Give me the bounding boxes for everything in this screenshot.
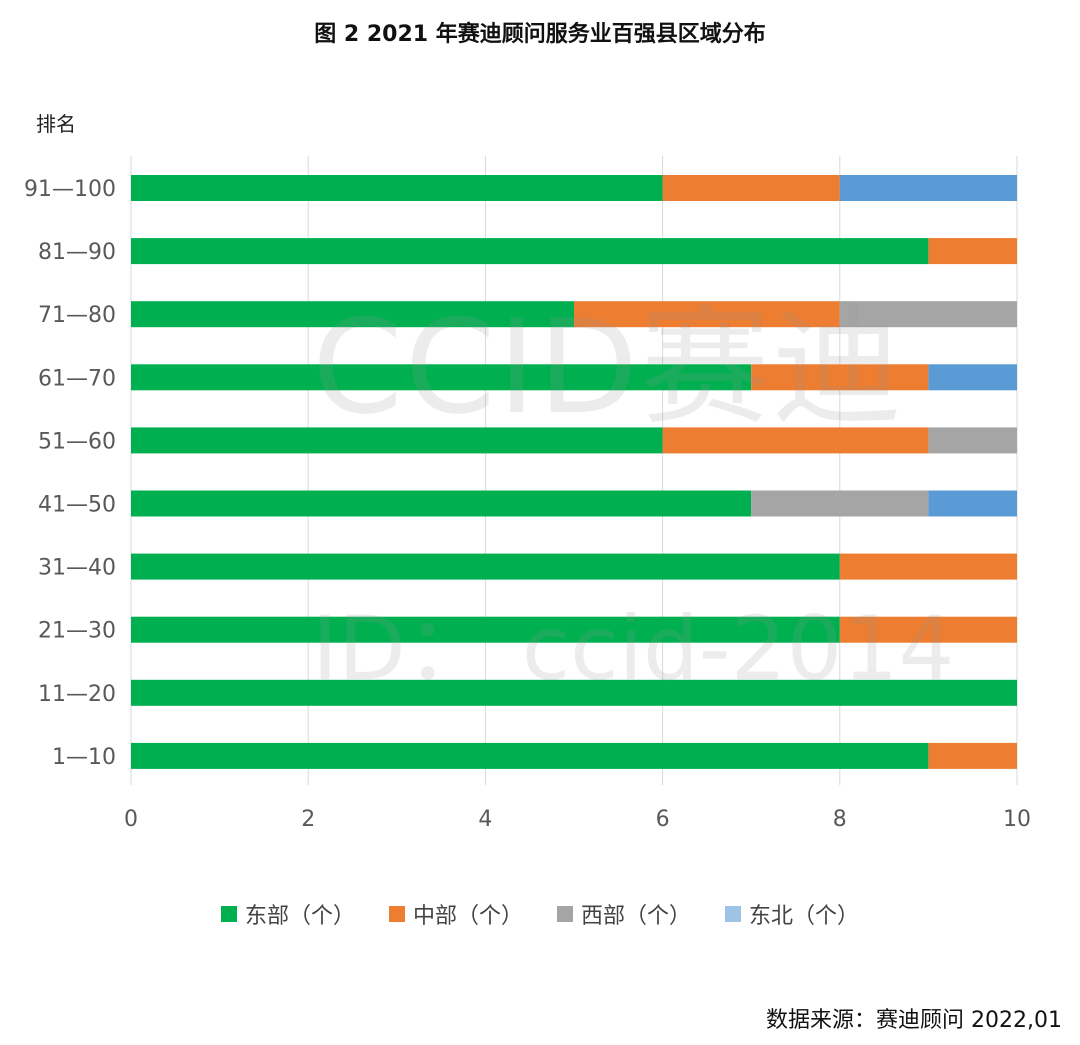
bar-segment	[662, 175, 840, 201]
y-tick-label: 91—100	[24, 177, 116, 202]
y-tick-label: 51—60	[38, 429, 116, 454]
y-tick-label: 31—40	[38, 556, 116, 581]
bar-segment	[131, 490, 752, 517]
bar-segment	[928, 238, 1017, 265]
legend-item: 中部（个）	[388, 898, 523, 930]
legend-label: 中部（个）	[412, 904, 523, 929]
y-tick-label: 1—10	[52, 745, 116, 770]
legend-label: 东部（个）	[244, 904, 355, 929]
legend-item: 东北（个）	[725, 898, 859, 930]
x-tick-label: 8	[833, 807, 847, 832]
chart-title: 图 2 2021 年赛迪顾问服务业百强县区域分布	[314, 22, 766, 47]
bar-segment	[751, 364, 929, 391]
legend-item: 东部（个）	[220, 898, 355, 930]
y-tick-label: 81—90	[38, 240, 116, 265]
y-tick-label: 71—80	[38, 303, 116, 328]
bar-segment	[839, 301, 1017, 328]
legend-swatch	[725, 906, 742, 922]
bar-segment	[131, 175, 663, 201]
bar-segment	[131, 238, 929, 265]
bar-segment	[574, 301, 840, 328]
chart-plot: 91—100 81—90 71—80 61—70 51—60 41—50 31—40 21—3…	[24, 156, 1031, 832]
bar-segment	[131, 679, 1017, 706]
y-tick-label: 21—30	[38, 619, 116, 644]
legend-swatch	[557, 906, 573, 922]
y-tick-label: 41—50	[38, 493, 116, 518]
watermark-text: CCID赛迪	[312, 291, 904, 443]
legend-swatch	[388, 906, 405, 922]
legend-label: 东北（个）	[749, 904, 860, 929]
legend: 东部（个） 中部（个） 西部（个） 东北（个）	[0, 898, 1080, 930]
bar-segment	[131, 742, 929, 769]
legend-label: 西部（个）	[581, 904, 692, 929]
x-tick-label: 0	[124, 807, 138, 832]
watermark-id-text: ID： ccid-2014	[312, 597, 955, 700]
bar-segment	[131, 427, 663, 454]
bar-segment	[839, 616, 1017, 643]
bar-segment	[131, 364, 752, 391]
bar-segment	[928, 364, 1017, 391]
legend-item: 西部（个）	[557, 898, 691, 930]
x-tick-label: 10	[1003, 807, 1031, 832]
bar-segment	[131, 301, 574, 328]
x-tick-label: 4	[478, 807, 492, 832]
bar-segment	[662, 427, 929, 454]
bar-segment	[751, 490, 929, 517]
y-tick-label: 61—70	[38, 366, 116, 391]
bar-segment	[131, 553, 840, 580]
source-note: 数据来源：赛迪顾问 2022,01	[766, 1008, 1062, 1033]
y-axis-title: 排名	[36, 112, 76, 136]
bar-segment	[928, 742, 1017, 769]
bar-segment	[131, 616, 840, 643]
bar-segment	[839, 553, 1017, 580]
y-tick-label: 11—20	[38, 682, 116, 707]
x-tick-label: 6	[656, 807, 670, 832]
bar-segment	[928, 427, 1017, 454]
bar-segment	[839, 175, 1017, 201]
bar-segment	[928, 490, 1017, 517]
legend-swatch	[220, 906, 237, 922]
x-tick-label: 2	[301, 807, 315, 832]
